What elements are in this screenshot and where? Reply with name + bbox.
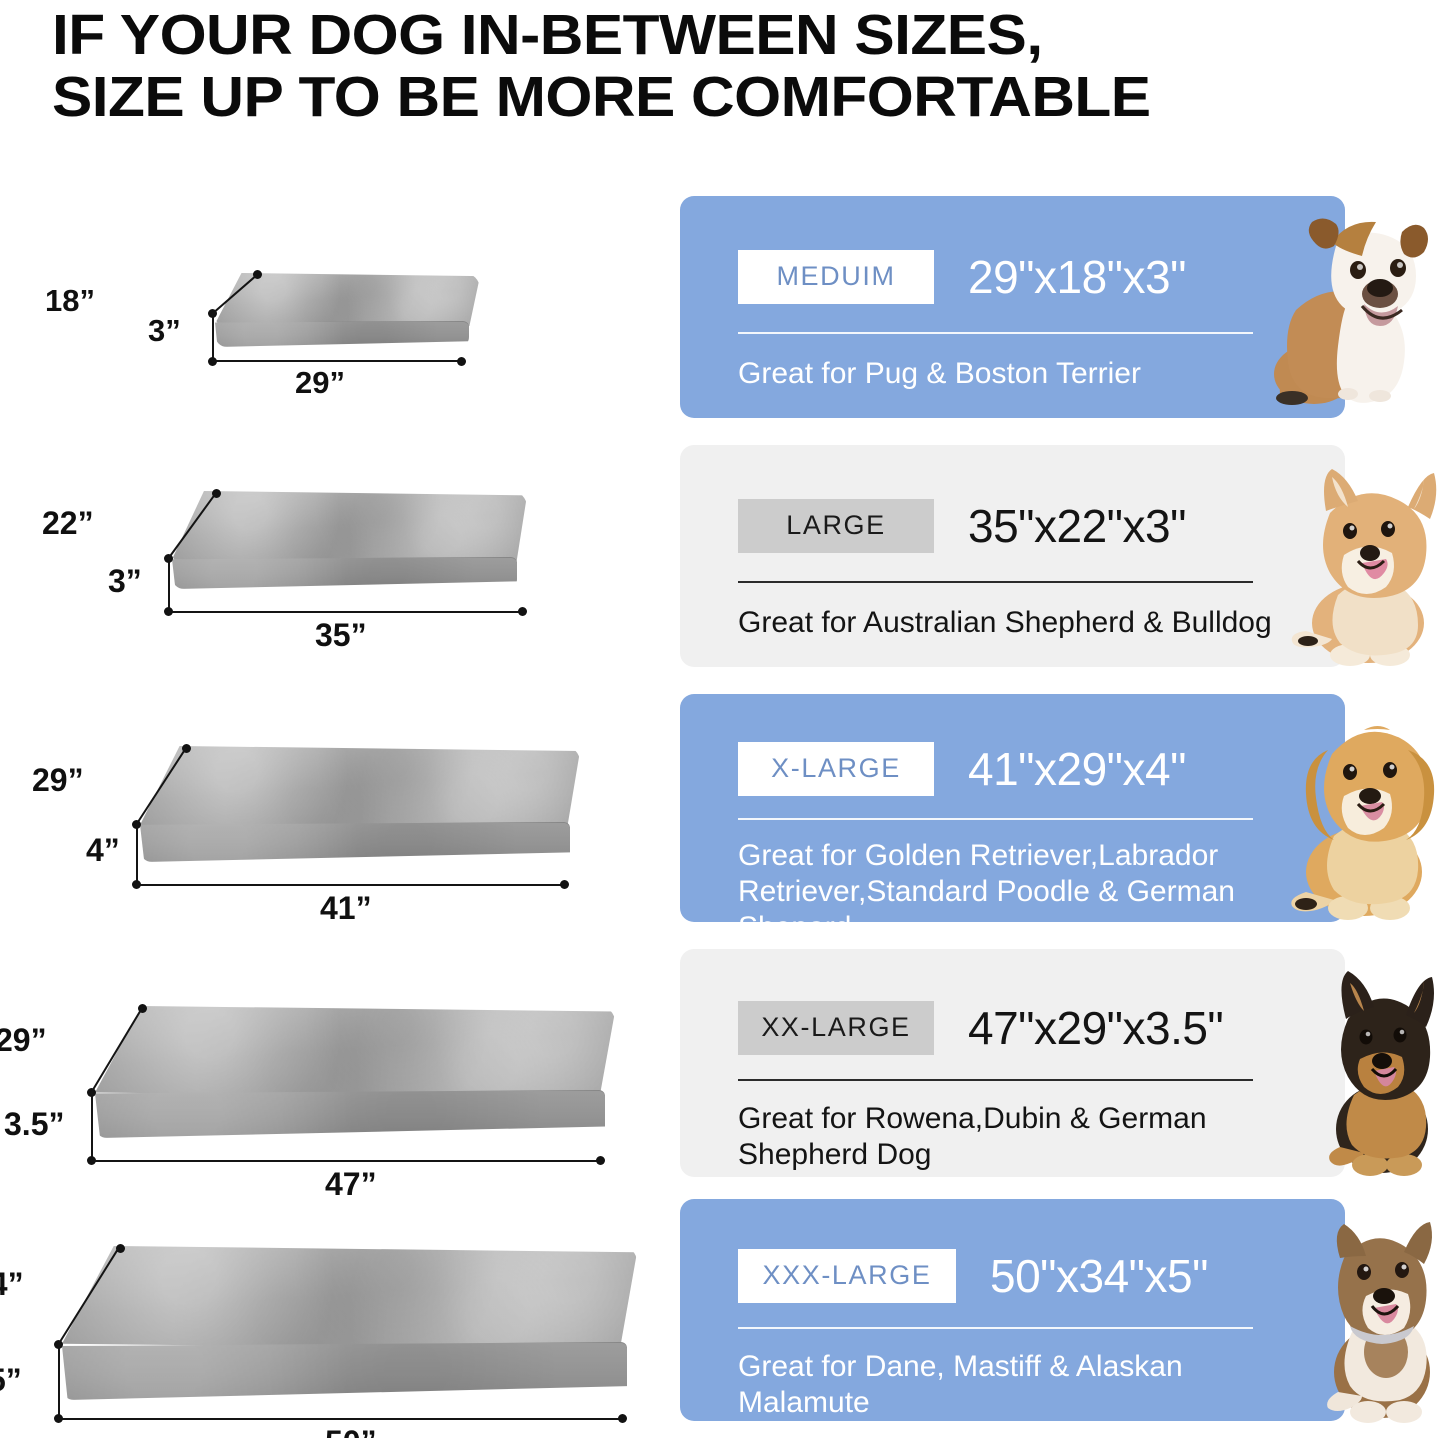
size-dimensions-xxx-large: 50"x34"x5" — [990, 1250, 1208, 1302]
size-card-xxx-large[interactable]: XXX-LARGE 50"x34"x5" Great for Dane, Mas… — [680, 1199, 1345, 1421]
bed-illustration — [62, 1246, 637, 1411]
width-dimension-line — [168, 611, 523, 613]
width-dimension-label: 29” — [295, 365, 345, 400]
size-badge-xxx-large: XXX-LARGE — [738, 1249, 956, 1303]
page-title-line-1: IF YOUR DOG IN-BETWEEN SIZES, — [52, 3, 1043, 67]
width-dimension-line — [212, 360, 462, 362]
size-badge-medium: MEDUIM — [738, 250, 934, 304]
size-description-xx-large: Great for Rowena,Dubin & German Shepherd… — [738, 1102, 1207, 1171]
bed-diagram-medium: 18” 3” 29” — [0, 265, 520, 400]
bed-front-edge — [62, 1342, 627, 1400]
dim-dot — [560, 880, 569, 889]
bed-diagram-x-large: 29” 4” 41” — [0, 740, 620, 926]
width-dimension-label: 50” — [325, 1424, 377, 1438]
card-header-row: XXX-LARGE 50"x34"x5" — [738, 1249, 1305, 1303]
bed-top-surface — [62, 1246, 637, 1350]
depth-dimension-label: 18” — [45, 283, 95, 318]
bed-top-surface — [172, 491, 527, 563]
height-dimension-label: 3.5” — [4, 1106, 65, 1142]
card-divider — [738, 581, 1253, 583]
card-divider — [738, 818, 1253, 820]
height-dimension-label: 4” — [86, 832, 120, 868]
size-card-xx-large[interactable]: XX-LARGE 47"x29"x3.5" Great for Rowena,D… — [680, 949, 1345, 1177]
dim-dot — [596, 1156, 605, 1165]
bed-diagram-xx-large: 29” 3.5” 47” — [0, 1000, 660, 1202]
bed-illustration — [215, 273, 480, 355]
depth-dimension-label: 29” — [32, 762, 84, 798]
size-badge-x-large: X-LARGE — [738, 742, 934, 796]
bed-front-edge — [95, 1090, 605, 1138]
height-dimension-label: 3” — [148, 313, 181, 348]
card-divider — [738, 332, 1253, 334]
page-title: IF YOUR DOG IN-BETWEEN SIZES, SIZE UP TO… — [52, 4, 1445, 128]
width-dimension-line — [58, 1418, 623, 1420]
card-header-row: LARGE 35"x22"x3" — [738, 499, 1305, 553]
bed-front-edge — [172, 557, 517, 589]
depth-dimension-label: 34” — [0, 1266, 24, 1302]
size-dimensions-medium: 29"x18"x3" — [968, 251, 1186, 303]
size-badge-xx-large: XX-LARGE — [738, 1001, 934, 1055]
size-card-medium[interactable]: MEDUIM 29"x18"x3" Great for Pug & Boston… — [680, 196, 1345, 418]
bed-illustration — [172, 491, 527, 601]
size-description-large: Great for Australian Shepherd & Bulldog — [738, 606, 1272, 639]
bed-front-edge — [215, 321, 469, 347]
depth-dimension-label: 22” — [42, 505, 94, 541]
height-dimension-line — [212, 313, 214, 361]
bed-top-surface — [140, 746, 580, 830]
dim-dot — [518, 607, 527, 616]
width-dimension-line — [91, 1160, 601, 1162]
depth-dimension-label: 29” — [0, 1022, 47, 1058]
card-divider — [738, 1327, 1253, 1329]
bed-diagram-column: 18” 3” 29” 22” 3” 35” — [0, 180, 680, 1438]
height-dimension-line — [136, 824, 138, 884]
bed-diagram-xxx-large: 34” 5” 50” — [0, 1240, 680, 1438]
size-badge-large: LARGE — [738, 499, 934, 553]
height-dimension-line — [91, 1092, 93, 1160]
dim-dot — [457, 357, 466, 366]
card-header-row: MEDUIM 29"x18"x3" — [738, 250, 1305, 304]
height-dimension-label: 5” — [0, 1362, 22, 1398]
size-dimensions-x-large: 41"x29"x4" — [968, 743, 1186, 795]
dim-dot — [618, 1414, 627, 1423]
height-dimension-line — [168, 558, 170, 612]
bed-illustration — [140, 746, 580, 871]
page-title-line-2: SIZE UP TO BE MORE COMFORTABLE — [52, 65, 1151, 129]
bed-top-surface — [95, 1006, 615, 1098]
width-dimension-line — [136, 884, 566, 886]
width-dimension-label: 35” — [315, 617, 367, 653]
width-dimension-label: 41” — [320, 890, 372, 926]
size-description-xxx-large: Great for Dane, Mastiff & Alaskan Malamu… — [738, 1350, 1183, 1419]
bed-front-edge — [140, 822, 570, 862]
size-card-large[interactable]: LARGE 35"x22"x3" Great for Australian Sh… — [680, 445, 1345, 667]
bed-illustration — [95, 1006, 615, 1146]
dim-dot — [253, 270, 262, 279]
height-dimension-line — [58, 1344, 60, 1418]
bed-top-surface — [215, 273, 480, 326]
card-divider — [738, 1079, 1253, 1081]
card-header-row: XX-LARGE 47"x29"x3.5" — [738, 1001, 1305, 1055]
size-card-x-large[interactable]: X-LARGE 41"x29"x4" Great for Golden Retr… — [680, 694, 1345, 944]
size-dimensions-xx-large: 47"x29"x3.5" — [968, 1002, 1224, 1054]
size-description-medium: Great for Pug & Boston Terrier — [738, 357, 1141, 390]
dim-dot — [116, 1244, 125, 1253]
size-dimensions-large: 35"x22"x3" — [968, 500, 1186, 552]
height-dimension-label: 3” — [108, 563, 142, 599]
bed-diagram-large: 22” 3” 35” — [0, 485, 580, 653]
size-description-x-large: Great for Golden Retriever,Labrador Retr… — [738, 839, 1235, 944]
card-header-row: X-LARGE 41"x29"x4" — [738, 742, 1305, 796]
width-dimension-label: 47” — [325, 1166, 377, 1202]
